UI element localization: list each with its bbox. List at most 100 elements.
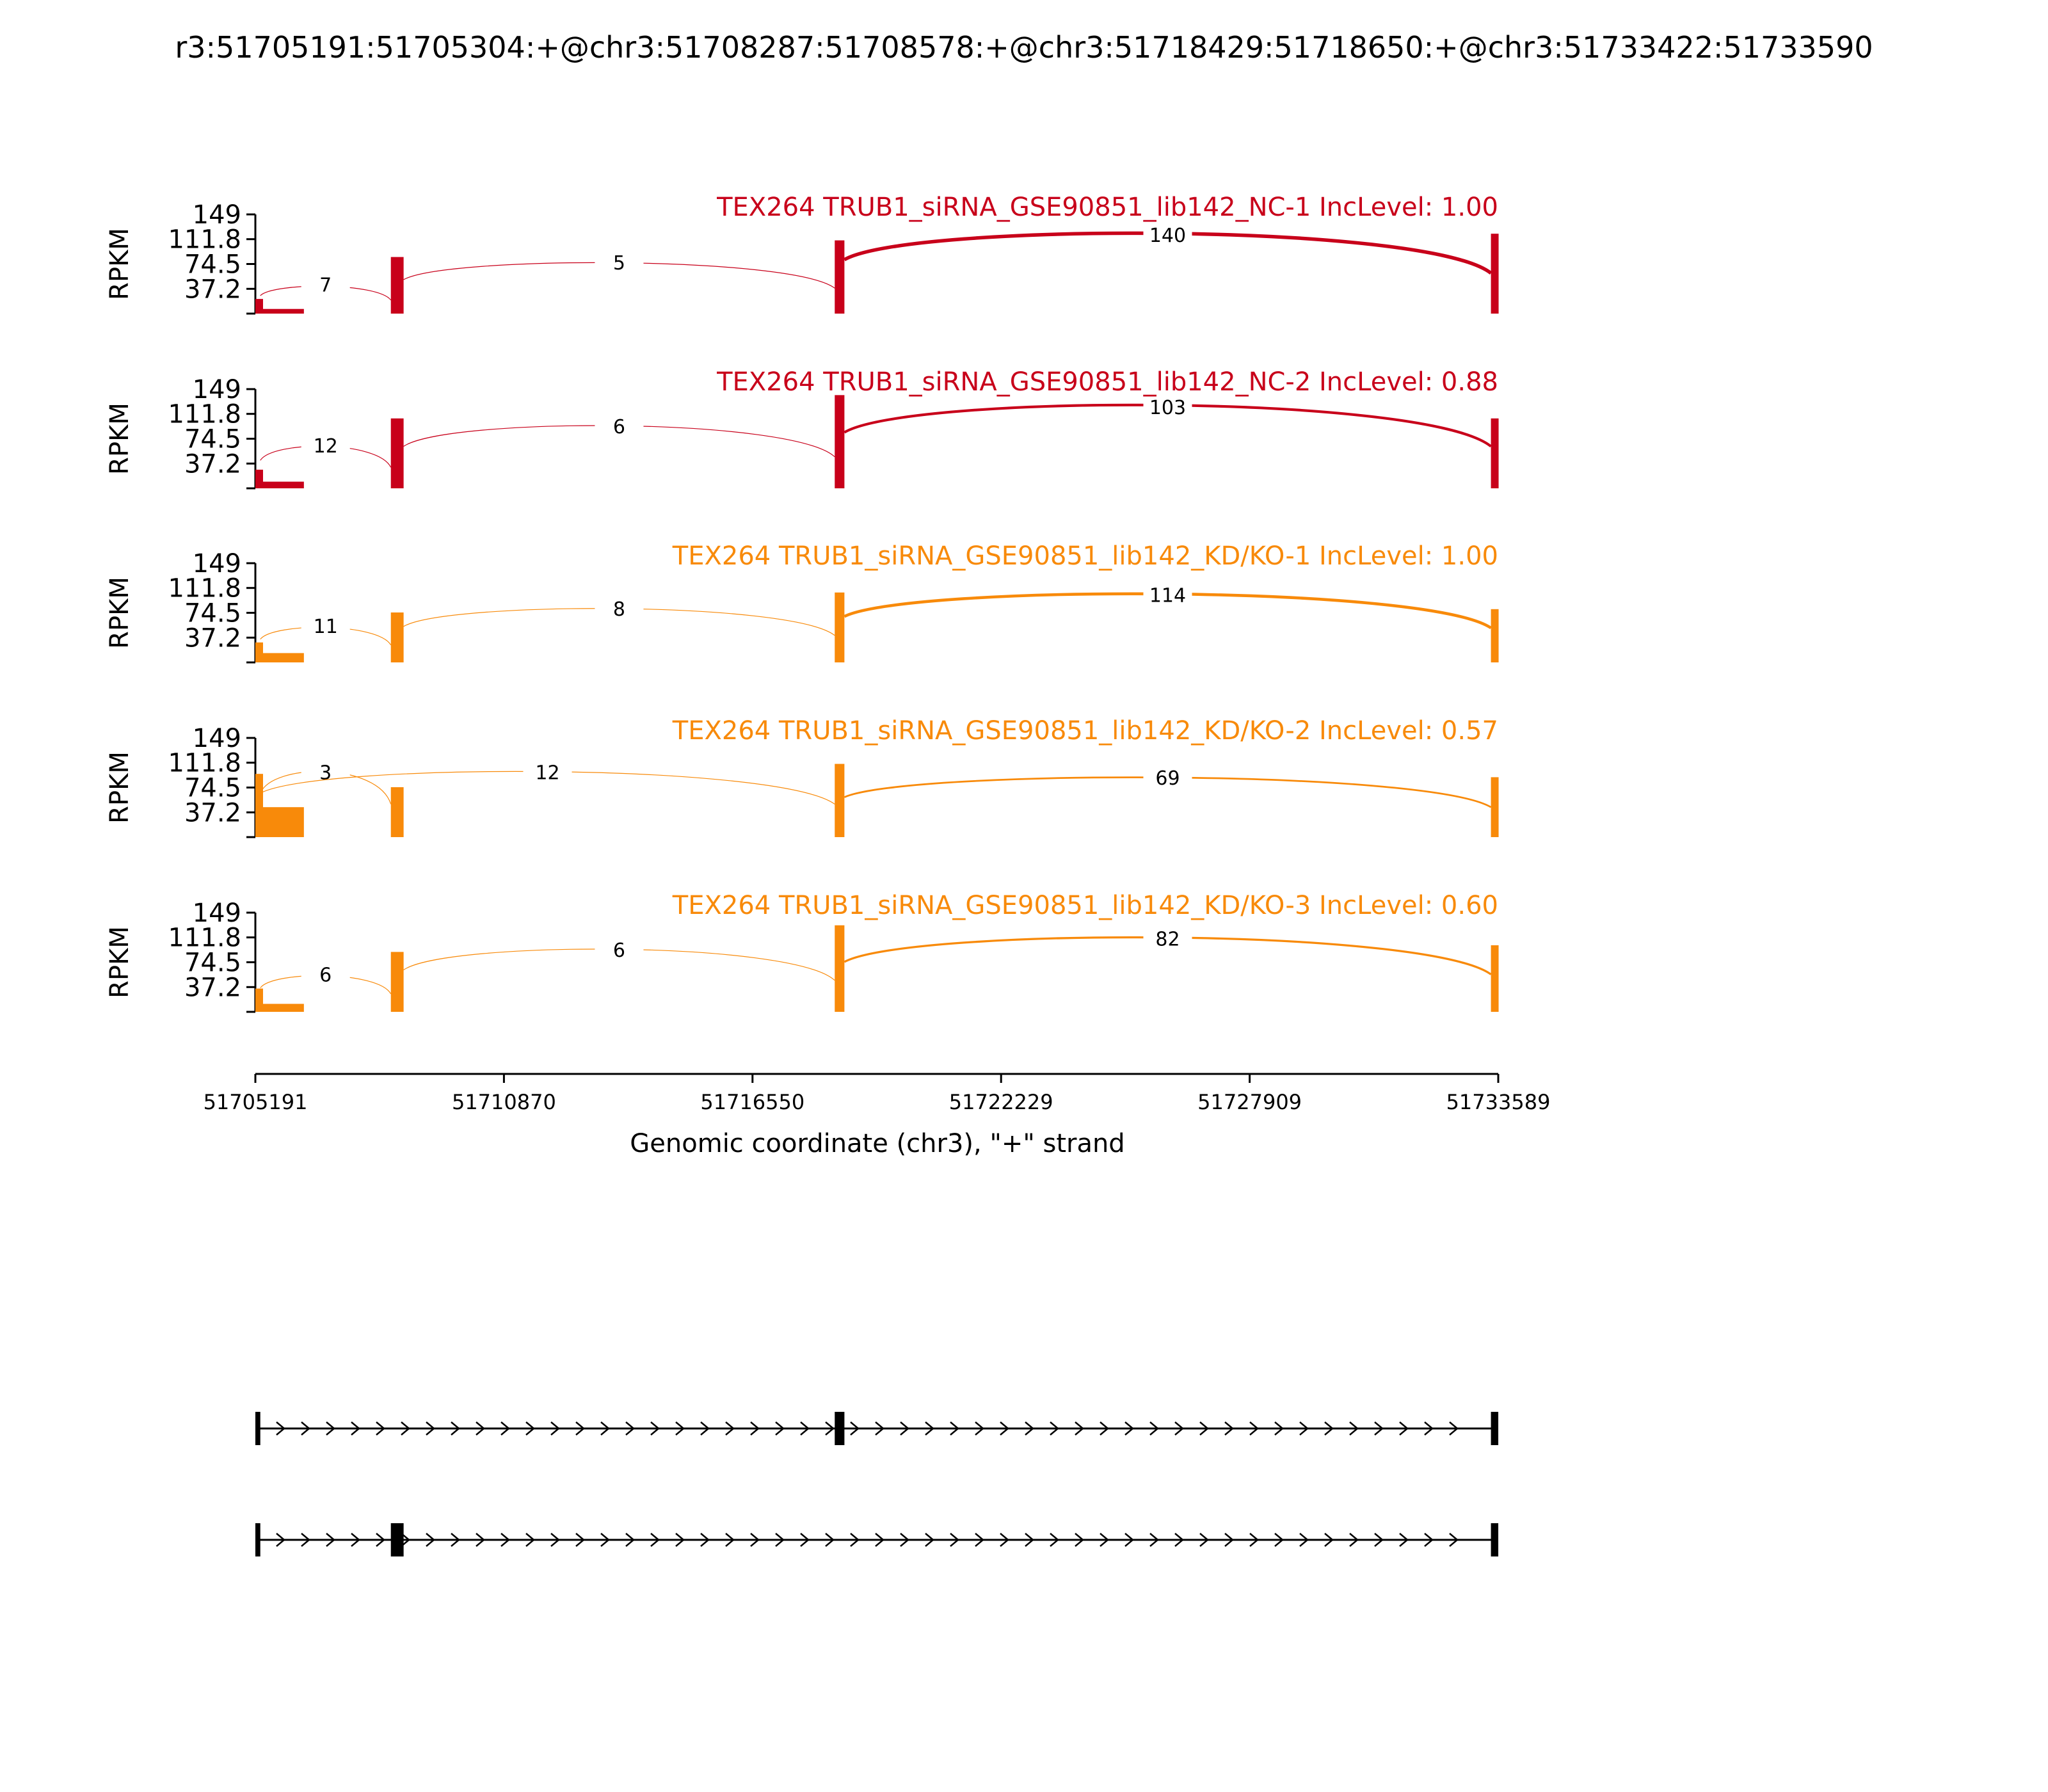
strand-arrow-icon [1199, 1533, 1209, 1547]
coverage-bar [1491, 609, 1499, 662]
strand-arrow-icon [1149, 1533, 1159, 1547]
coverage-bar [260, 653, 304, 662]
x-tick-label: 51722229 [949, 1090, 1053, 1114]
strand-arrow-icon [1224, 1533, 1234, 1547]
strand-arrow-icon [476, 1533, 485, 1547]
strand-arrow-icon [1124, 1533, 1134, 1547]
junction-count-label: 12 [535, 762, 559, 785]
sample-label: TEX264 TRUB1_siRNA_GSE90851_lib142_KD/KO… [672, 541, 1498, 571]
y-tick-label: 149 [193, 899, 241, 928]
strand-arrow-icon [1050, 1421, 1059, 1436]
junction-count-label: 103 [1149, 397, 1186, 419]
sample-label: TEX264 TRUB1_siRNA_GSE90851_lib142_KD/KO… [672, 891, 1498, 920]
strand-arrow-icon [625, 1533, 635, 1547]
strand-arrow-icon [376, 1421, 385, 1436]
x-tick-label: 51705191 [204, 1090, 308, 1114]
y-tick-label: 74.5 [184, 948, 241, 978]
strand-arrow-icon [326, 1421, 335, 1436]
junction-label-bg [1143, 929, 1192, 950]
strand-arrow-icon [1349, 1421, 1359, 1436]
junction-count-label: 140 [1149, 225, 1186, 247]
strand-arrow-icon [750, 1533, 760, 1547]
isoform-track-2 [255, 1523, 1499, 1556]
strand-arrow-icon [1050, 1533, 1059, 1547]
strand-arrow-icon [1100, 1533, 1109, 1547]
junction-count-label: 3 [319, 762, 332, 785]
strand-arrow-icon [725, 1421, 735, 1436]
junction-count-label: 12 [314, 435, 338, 458]
y-tick-label: 74.5 [184, 599, 241, 628]
strand-arrow-icon [800, 1533, 810, 1547]
junction-count-label: 6 [613, 940, 625, 962]
strand-arrow-icon [1324, 1533, 1334, 1547]
strand-arrow-icon [1025, 1533, 1034, 1547]
strand-arrow-icon [426, 1421, 435, 1436]
y-tick-label: 37.2 [184, 973, 241, 1002]
junction-count-label: 69 [1155, 767, 1180, 790]
junction-count-label: 8 [613, 598, 625, 621]
strand-arrow-icon [800, 1421, 810, 1436]
strand-arrow-icon [725, 1533, 735, 1547]
exon-block [1491, 1523, 1499, 1556]
coverage-bar [835, 925, 845, 1012]
strand-arrow-icon [500, 1533, 510, 1547]
coverage-bar [260, 807, 304, 837]
junction-label-bg [595, 598, 644, 620]
coverage-bar [1491, 945, 1499, 1012]
junction-label-bg [1143, 225, 1192, 246]
strand-arrow-icon [775, 1533, 785, 1547]
strand-arrow-icon [1000, 1533, 1009, 1547]
y-tick-label: 111.8 [168, 574, 241, 604]
strand-arrow-icon [950, 1533, 959, 1547]
coverage-bar [1491, 418, 1499, 488]
strand-arrow-icon [301, 1533, 310, 1547]
strand-arrow-icon [825, 1421, 835, 1436]
strand-arrow-icon [451, 1421, 460, 1436]
junction-label-bg [1143, 768, 1192, 789]
strand-arrow-icon [1124, 1421, 1134, 1436]
strand-arrow-icon [1274, 1421, 1284, 1436]
strand-arrow-icon [1100, 1421, 1109, 1436]
strand-arrow-icon [1424, 1421, 1434, 1436]
strand-arrow-icon [550, 1421, 560, 1436]
coverage-bar [1491, 777, 1499, 837]
junction-count-label: 5 [613, 252, 625, 275]
strand-arrow-icon [1274, 1533, 1284, 1547]
y-tick-label: 37.2 [184, 275, 241, 304]
y-tick-label: 149 [193, 549, 241, 579]
strand-arrow-icon [1449, 1533, 1459, 1547]
junction-label-bg [301, 964, 350, 986]
coverage-bar [835, 240, 845, 314]
strand-arrow-icon [900, 1421, 909, 1436]
y-tick-label: 149 [193, 200, 241, 230]
strand-arrow-icon [1149, 1421, 1159, 1436]
strand-arrow-icon [401, 1533, 410, 1547]
coverage-bar [390, 952, 404, 1012]
coverage-bar [835, 764, 845, 837]
strand-arrow-icon [1324, 1421, 1334, 1436]
strand-arrow-icon [1199, 1421, 1209, 1436]
x-axis-label: Genomic coordinate (chr3), "+" strand [630, 1129, 1124, 1158]
y-tick-label: 111.8 [168, 225, 241, 255]
strand-arrow-icon [975, 1421, 984, 1436]
exon-block [835, 1412, 845, 1445]
strand-arrow-icon [401, 1421, 410, 1436]
junction-count-label: 82 [1155, 929, 1180, 951]
strand-arrow-icon [326, 1533, 335, 1547]
coverage-bar [1491, 234, 1499, 314]
strand-arrow-icon [1075, 1421, 1084, 1436]
strand-arrow-icon [675, 1533, 685, 1547]
strand-arrow-icon [625, 1421, 635, 1436]
strand-arrow-icon [1000, 1421, 1009, 1436]
exon-block [1491, 1412, 1499, 1445]
strand-arrow-icon [276, 1533, 285, 1547]
x-tick-label: 51710870 [452, 1090, 556, 1114]
y-axis-label: RPKM [105, 577, 134, 649]
x-tick-label: 51716550 [700, 1090, 804, 1114]
strand-arrow-icon [1249, 1421, 1259, 1436]
y-tick-label: 149 [193, 724, 241, 753]
strand-arrow-icon [1025, 1421, 1034, 1436]
